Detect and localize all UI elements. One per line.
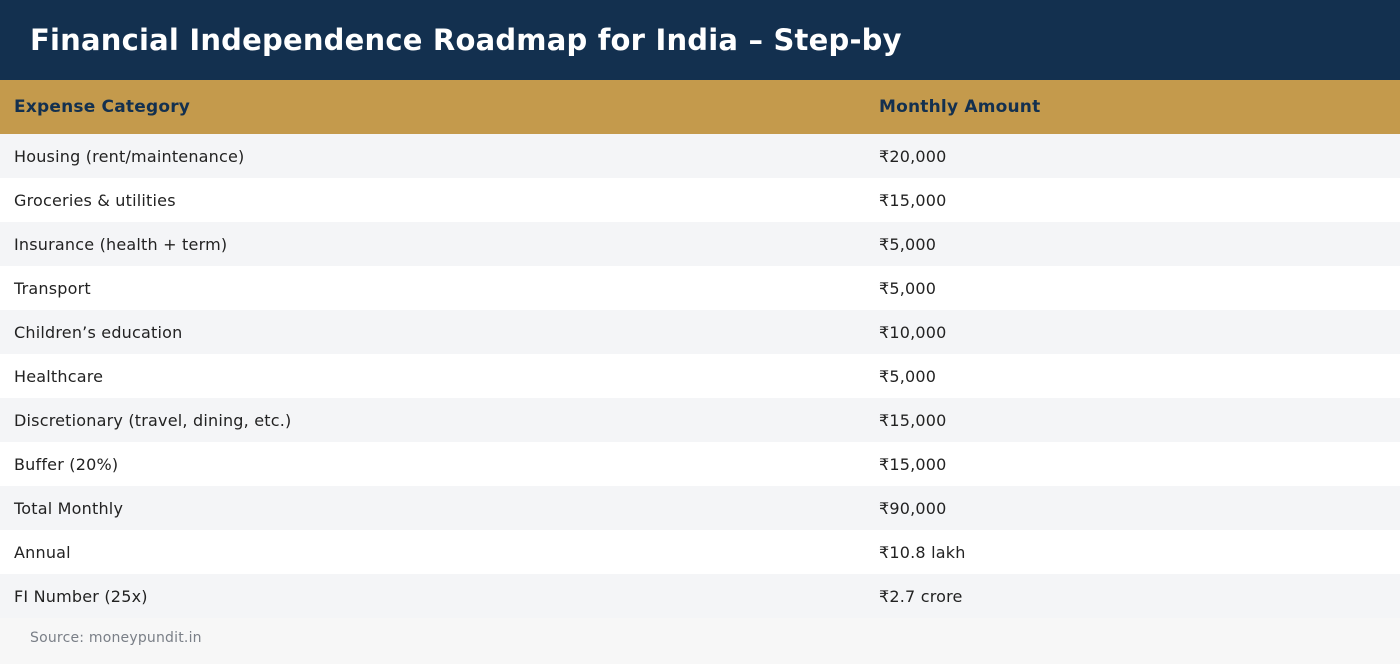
table-row: Annual ₹10.8 lakh: [0, 530, 1400, 574]
table-row: Groceries & utilities ₹15,000: [0, 178, 1400, 222]
table-row: Total Monthly ₹90,000: [0, 486, 1400, 530]
column-header-expense-category: Expense Category: [14, 97, 191, 117]
title-bar: Financial Independence Roadmap for India…: [0, 0, 1400, 80]
page-title: Financial Independence Roadmap for India…: [30, 22, 902, 57]
expense-category-cell: Housing (rent/maintenance): [14, 146, 245, 166]
table-row: Buffer (20%) ₹15,000: [0, 442, 1400, 486]
expense-category-cell: Annual: [14, 542, 71, 562]
table-row: FI Number (25x) ₹2.7 crore: [0, 574, 1400, 618]
column-header-monthly-amount: Monthly Amount: [879, 97, 1041, 117]
expense-category-cell: Buffer (20%): [14, 454, 119, 474]
monthly-amount-cell: ₹5,000: [879, 366, 937, 386]
monthly-amount-cell: ₹15,000: [879, 410, 947, 430]
expense-category-cell: FI Number (25x): [14, 586, 148, 606]
expense-category-cell: Discretionary (travel, dining, etc.): [14, 410, 292, 430]
table-row: Children’s education ₹10,000: [0, 310, 1400, 354]
table-row: Discretionary (travel, dining, etc.) ₹15…: [0, 398, 1400, 442]
expense-category-cell: Children’s education: [14, 322, 183, 342]
monthly-amount-cell: ₹5,000: [879, 278, 937, 298]
table-row: Housing (rent/maintenance) ₹20,000: [0, 134, 1400, 178]
expense-category-cell: Insurance (health + term): [14, 234, 228, 254]
monthly-amount-cell: ₹15,000: [879, 454, 947, 474]
table-row: Transport ₹5,000: [0, 266, 1400, 310]
monthly-amount-cell: ₹20,000: [879, 146, 947, 166]
monthly-amount-cell: ₹10.8 lakh: [879, 542, 966, 562]
monthly-amount-cell: ₹2.7 crore: [879, 586, 963, 606]
table-row: Healthcare ₹5,000: [0, 354, 1400, 398]
expense-category-cell: Groceries & utilities: [14, 190, 176, 210]
table-row: Insurance (health + term) ₹5,000: [0, 222, 1400, 266]
monthly-amount-cell: ₹10,000: [879, 322, 947, 342]
table-header-row: Expense Category Monthly Amount: [0, 80, 1400, 134]
monthly-amount-cell: ₹5,000: [879, 234, 937, 254]
expense-category-cell: Total Monthly: [14, 498, 124, 518]
expense-category-cell: Transport: [14, 278, 91, 298]
expense-table: Expense Category Monthly Amount Housing …: [0, 80, 1400, 618]
monthly-amount-cell: ₹90,000: [879, 498, 947, 518]
source-note: Source: moneypundit.in: [30, 630, 202, 646]
monthly-amount-cell: ₹15,000: [879, 190, 947, 210]
expense-category-cell: Healthcare: [14, 366, 104, 386]
